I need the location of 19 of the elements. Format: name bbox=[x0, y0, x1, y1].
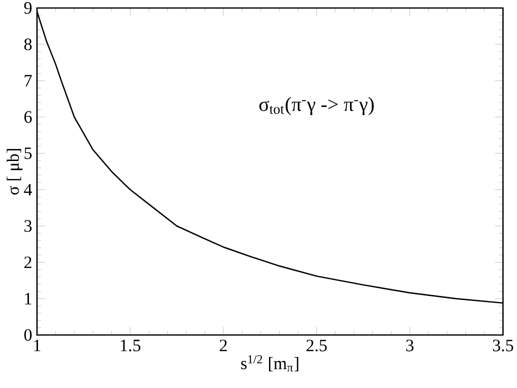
y-tick-label: 8 bbox=[24, 38, 32, 50]
y-tick-label: 9 bbox=[24, 2, 32, 14]
y-tick-label: 7 bbox=[24, 74, 32, 86]
text: σ$_{tot}$(π$^{-}$γ -> π$^{-}$γ) bbox=[259, 97, 374, 116]
y-tick-label: 1 bbox=[25, 292, 32, 304]
y-tick-label: 2 bbox=[24, 256, 32, 268]
x-tick-label: 1.5 bbox=[120, 340, 140, 352]
x-tick-label: 3.5 bbox=[493, 340, 514, 352]
y-tick-label: 3 bbox=[24, 220, 32, 232]
x-tick-label: 2.5 bbox=[306, 340, 327, 352]
x-tick-label: 1 bbox=[34, 340, 40, 352]
y-axis-title: σ [ μb] bbox=[6, 149, 22, 195]
y-tick-label: 6 bbox=[24, 111, 32, 123]
y-tick-label: 5 bbox=[24, 148, 32, 160]
x-tick-label: 3 bbox=[406, 340, 414, 352]
y-tick-label: 4 bbox=[24, 184, 32, 196]
x-tick-label: 2 bbox=[220, 340, 227, 352]
y-tick-label: 0 bbox=[24, 329, 32, 341]
x-axis-title: s$^{1/2}$ [m$_{π}$] bbox=[241, 355, 298, 372]
